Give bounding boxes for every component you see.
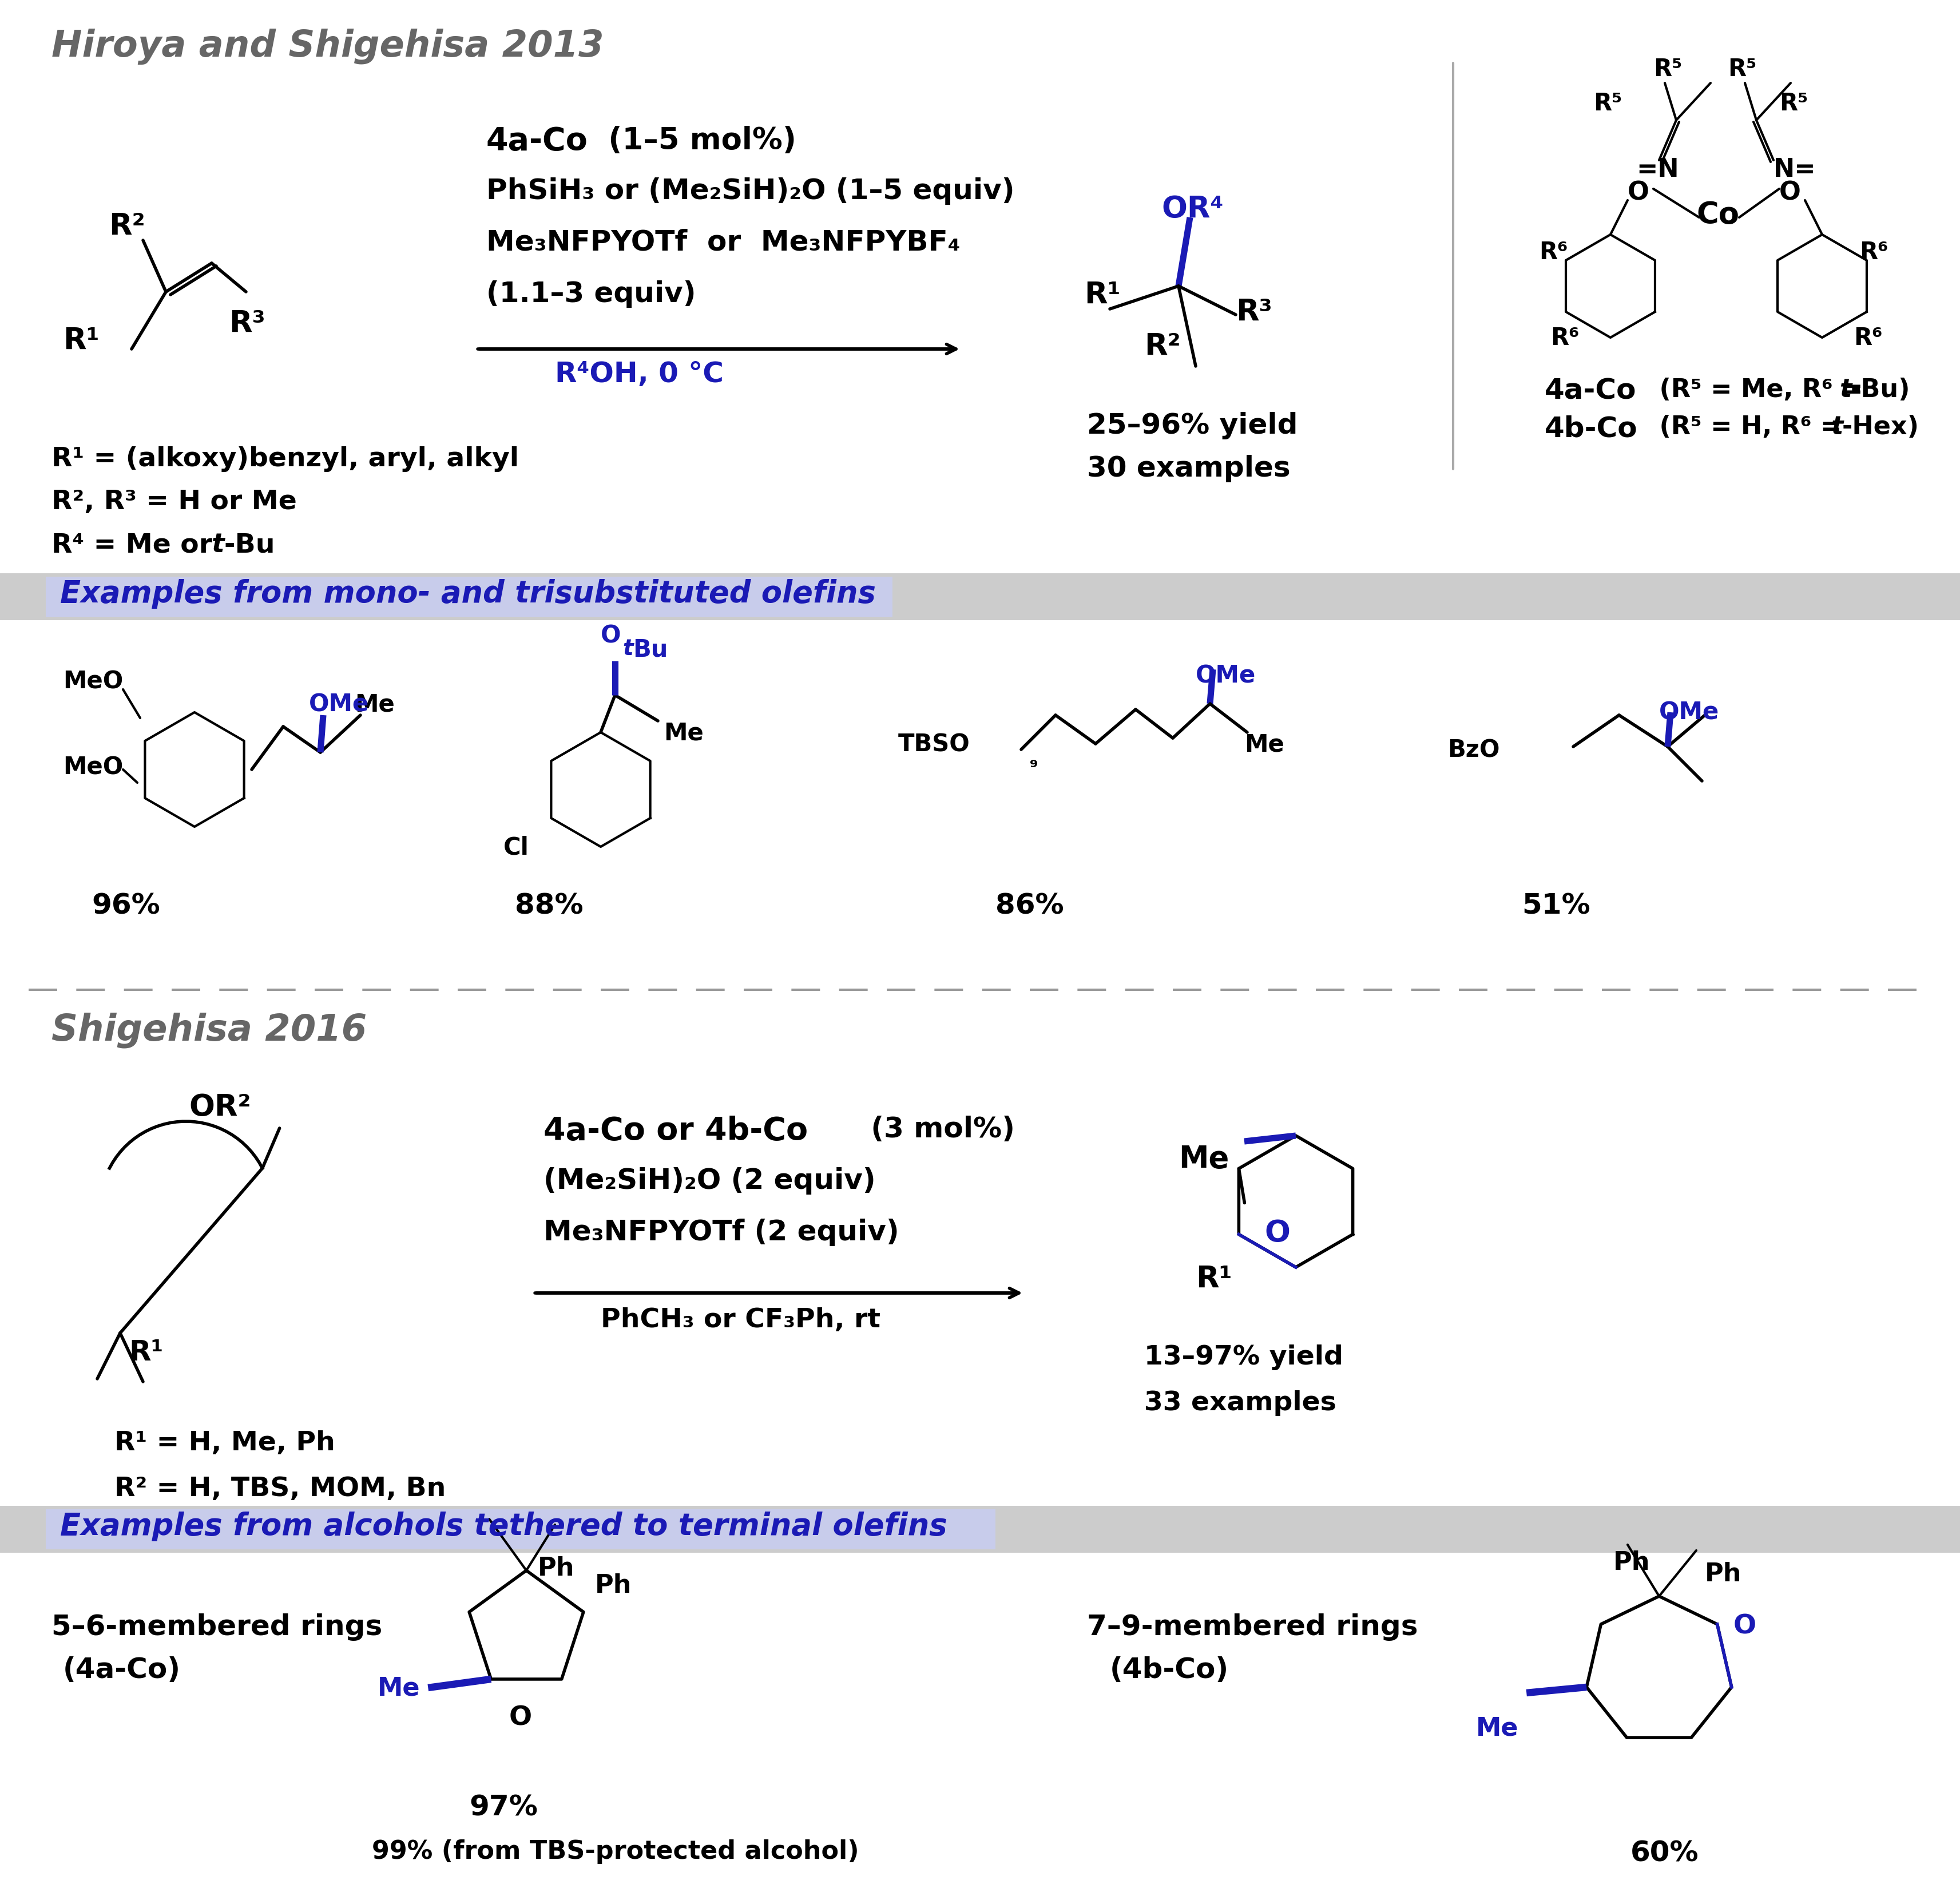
Text: -Bu: -Bu (223, 532, 276, 559)
Text: Me₃NFPYOTf (2 equiv): Me₃NFPYOTf (2 equiv) (543, 1218, 900, 1246)
Text: R¹: R¹ (129, 1339, 163, 1366)
Text: 13–97% yield: 13–97% yield (1145, 1345, 1343, 1370)
Text: O: O (1627, 180, 1648, 205)
Text: R²: R² (1145, 332, 1180, 361)
Text: BzO: BzO (1446, 737, 1499, 762)
Bar (45, 578, 892, 618)
Text: 33 examples: 33 examples (1145, 1391, 1337, 1416)
Text: R³: R³ (1235, 298, 1272, 327)
Text: R¹ = (alkoxy)benzyl, aryl, alkyl: R¹ = (alkoxy)benzyl, aryl, alkyl (51, 446, 519, 471)
Text: (1.1–3 equiv): (1.1–3 equiv) (486, 281, 696, 308)
Text: R⁶: R⁶ (1550, 327, 1580, 350)
Text: O: O (1780, 180, 1801, 205)
Text: PhSiH₃ or (Me₂SiH)₂O (1–5 equiv): PhSiH₃ or (Me₂SiH)₂O (1–5 equiv) (486, 177, 1015, 205)
Text: (4b-Co): (4b-Co) (1109, 1657, 1229, 1683)
Text: Examples from mono- and trisubstituted olefins: Examples from mono- and trisubstituted o… (61, 580, 876, 608)
Text: -Bu): -Bu) (1850, 378, 1911, 403)
Text: 86%: 86% (996, 893, 1064, 920)
Text: Co: Co (1695, 199, 1739, 230)
Text: Me: Me (1178, 1144, 1229, 1174)
Text: 30 examples: 30 examples (1088, 454, 1290, 483)
Bar (0, 574, 1960, 619)
Text: R⁵: R⁵ (1780, 91, 1807, 116)
Text: Cl: Cl (504, 836, 529, 859)
Text: 96%: 96% (92, 893, 161, 920)
Text: R¹: R¹ (1084, 281, 1121, 310)
Text: R⁶: R⁶ (1860, 239, 1887, 264)
Text: Me: Me (1476, 1716, 1519, 1740)
Text: t: t (1838, 378, 1852, 403)
Text: R⁵: R⁵ (1593, 91, 1623, 116)
Text: R⁵: R⁵ (1654, 57, 1682, 82)
Text: ₉: ₉ (1029, 752, 1039, 771)
Text: (R⁵ = Me, R⁶ =: (R⁵ = Me, R⁶ = (1650, 378, 1872, 403)
Text: 97%: 97% (468, 1794, 537, 1820)
Text: R¹: R¹ (1196, 1264, 1233, 1294)
Text: MeO: MeO (63, 669, 123, 694)
Text: =N: =N (1637, 158, 1680, 182)
Text: 7–9-membered rings: 7–9-membered rings (1088, 1613, 1417, 1642)
Text: t: t (623, 638, 633, 659)
Text: R², R³ = H or Me: R², R³ = H or Me (51, 488, 296, 515)
Bar (45, 1509, 996, 1548)
Text: t: t (212, 532, 225, 559)
Text: OR²: OR² (188, 1092, 251, 1123)
Text: TBSO: TBSO (898, 732, 970, 756)
Text: R⁶: R⁶ (1854, 327, 1882, 350)
Text: Me: Me (1245, 732, 1284, 756)
Text: Me₃NFPYOTf  or  Me₃NFPYBF₄: Me₃NFPYOTf or Me₃NFPYBF₄ (486, 228, 960, 256)
Text: O: O (1264, 1218, 1290, 1248)
Text: t: t (1831, 414, 1842, 439)
Text: N=: N= (1774, 158, 1817, 182)
Bar (0, 1507, 1960, 1552)
Text: (4a-Co): (4a-Co) (63, 1657, 180, 1683)
Text: Ph: Ph (1613, 1550, 1650, 1575)
Text: Shigehisa 2016: Shigehisa 2016 (51, 1013, 367, 1049)
Text: MeO: MeO (63, 754, 123, 779)
Text: R¹: R¹ (63, 327, 100, 355)
Text: (Me₂SiH)₂O (2 equiv): (Me₂SiH)₂O (2 equiv) (543, 1167, 876, 1195)
Text: 5–6-membered rings: 5–6-membered rings (51, 1613, 382, 1642)
Text: R²: R² (108, 211, 145, 241)
Text: OMe: OMe (1196, 663, 1256, 688)
Text: 4a-Co: 4a-Co (1544, 378, 1637, 405)
Text: Ph: Ph (596, 1573, 631, 1598)
Text: O: O (1733, 1613, 1756, 1640)
Text: 60%: 60% (1631, 1839, 1699, 1868)
Text: 99% (from TBS-protected alcohol): 99% (from TBS-protected alcohol) (372, 1839, 858, 1864)
Text: 4a-Co or 4b-Co: 4a-Co or 4b-Co (543, 1115, 808, 1146)
Text: Hiroya and Shigehisa 2013: Hiroya and Shigehisa 2013 (51, 28, 604, 65)
Text: R⁶: R⁶ (1539, 239, 1568, 264)
Text: OMe: OMe (310, 692, 368, 716)
Text: (R⁵ = H, R⁶ =: (R⁵ = H, R⁶ = (1650, 414, 1850, 439)
Text: 4a-Co: 4a-Co (486, 125, 588, 158)
Text: 4b-Co: 4b-Co (1544, 414, 1639, 443)
Text: R⁵: R⁵ (1727, 57, 1756, 82)
Text: (1–5 mol%): (1–5 mol%) (598, 125, 796, 156)
Text: Me: Me (355, 692, 394, 716)
Text: OMe: OMe (1658, 701, 1719, 726)
Text: Examples from alcohols tethered to terminal olefins: Examples from alcohols tethered to termi… (61, 1512, 947, 1541)
Text: O: O (510, 1704, 531, 1731)
Text: Bu: Bu (633, 638, 668, 661)
Text: 25–96% yield: 25–96% yield (1088, 412, 1298, 439)
Text: -Hex): -Hex) (1842, 414, 1919, 439)
Text: R¹ = H, Me, Ph: R¹ = H, Me, Ph (114, 1431, 335, 1455)
Text: Me: Me (378, 1676, 419, 1700)
Text: Ph: Ph (1705, 1562, 1742, 1586)
Text: Me: Me (664, 720, 704, 745)
Text: R³: R³ (229, 310, 265, 338)
Text: R⁴ = Me or: R⁴ = Me or (51, 532, 221, 559)
Text: 88%: 88% (515, 893, 584, 920)
Text: OR⁴: OR⁴ (1162, 194, 1223, 224)
Text: R² = H, TBS, MOM, Bn: R² = H, TBS, MOM, Bn (114, 1476, 445, 1501)
Text: Ph: Ph (537, 1556, 574, 1581)
Text: R⁴OH, 0 °C: R⁴OH, 0 °C (555, 361, 723, 388)
Text: (3 mol%): (3 mol%) (860, 1115, 1015, 1144)
Text: PhCH₃ or CF₃Ph, rt: PhCH₃ or CF₃Ph, rt (600, 1307, 880, 1334)
Text: O: O (600, 623, 621, 648)
Text: 51%: 51% (1521, 893, 1590, 920)
